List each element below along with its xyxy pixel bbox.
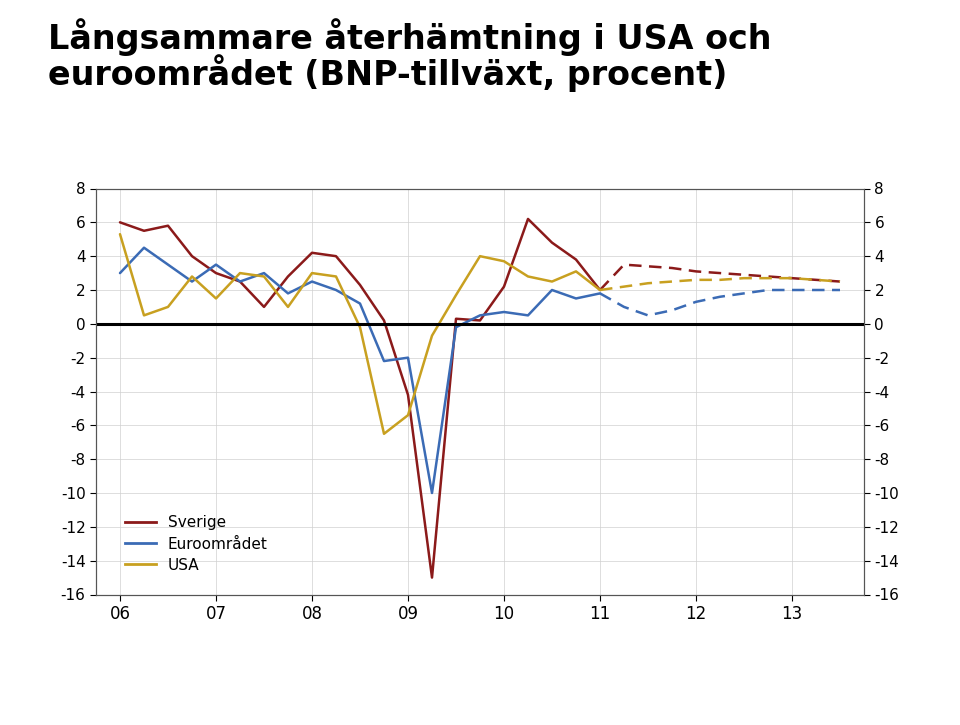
Text: ✦: ✦	[840, 27, 864, 55]
Text: Källor: Bureau of Economic Analysis, Eurostat, SCB och Riksbanken  4: Källor: Bureau of Economic Analysis, Eur…	[530, 679, 941, 692]
Text: Långsammare återhämtning i USA och: Långsammare återhämtning i USA och	[48, 18, 772, 56]
Text: euroområdet (BNP-tillväxt, procent): euroområdet (BNP-tillväxt, procent)	[48, 54, 728, 92]
Text: SVERIGES
RIKSBANK: SVERIGES RIKSBANK	[826, 73, 878, 93]
Legend: Sverige, Euroområdet, USA: Sverige, Euroområdet, USA	[119, 509, 274, 579]
Text: BNP, kvartalsförändringar i procent
uppräknat till årstakt, säsongsrensade data: BNP, kvartalsförändringar i procent uppr…	[19, 669, 278, 701]
